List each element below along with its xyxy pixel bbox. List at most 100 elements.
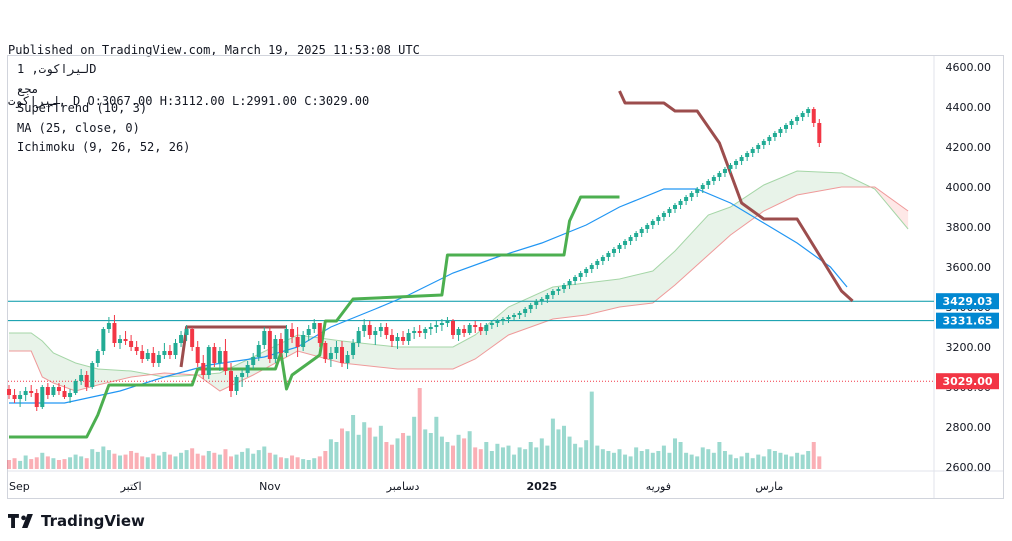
candle-body [156, 355, 161, 363]
candle-body [767, 137, 772, 141]
candle-body [539, 299, 544, 301]
candle-body [173, 343, 178, 355]
volume-bar [240, 451, 245, 469]
tradingview-brand[interactable]: TradingView [8, 511, 145, 531]
price-axis: 2600.002800.003000.003200.003400.003600.… [936, 61, 999, 474]
candle-body [73, 381, 78, 393]
volume-bar [645, 449, 650, 469]
time-tick-label: فوريه [646, 480, 671, 493]
volume-bar [462, 438, 467, 469]
candle-body [12, 395, 17, 399]
ma-line [9, 188, 848, 404]
supertrend-up-line [9, 195, 620, 439]
candle-body [351, 343, 356, 355]
candle-body [439, 323, 444, 325]
volume-bar [634, 447, 639, 469]
volume-bar [7, 460, 11, 469]
volume-bar [728, 454, 733, 469]
candle-body [489, 323, 494, 325]
legend-indicator-ma[interactable]: MA (25, close, 0) [17, 120, 140, 135]
time-axis: Sep اكتبر Nov دسامبر 2025 فوريه مارس [9, 480, 783, 493]
volume-bar [589, 391, 594, 469]
volume-bar [151, 453, 156, 469]
candle-body [667, 209, 672, 213]
candle-body [62, 391, 67, 397]
volume-bar [739, 456, 744, 469]
volume-bar [722, 451, 727, 469]
candle-body [123, 339, 128, 341]
legend-indicator-ichimoku[interactable]: Ichimoku (9, 26, 52, 26) [17, 140, 191, 154]
candle-body [661, 213, 666, 217]
volume-bar [351, 415, 356, 469]
candle-body [695, 189, 700, 193]
candle-body [7, 389, 11, 395]
volume-bar [484, 442, 489, 469]
candle-body [389, 335, 394, 341]
volume-bar [195, 453, 200, 469]
price-tick-label: 4200.00 [946, 141, 992, 154]
candle-body [106, 323, 111, 329]
published-line: Published on TradingView.com, March 19, … [8, 43, 420, 57]
candle-body [295, 337, 300, 347]
candle-body [711, 177, 716, 181]
volume-bar [800, 454, 805, 469]
volume-bar [673, 438, 677, 469]
volume-bar [734, 458, 739, 469]
volume-bar [123, 454, 128, 469]
candle-body [212, 347, 217, 363]
candle-body [145, 353, 150, 359]
volume-bar [756, 454, 761, 469]
candle-body [534, 301, 539, 305]
candle-body [745, 153, 750, 157]
candle-body [267, 331, 272, 359]
volume-bar [556, 429, 561, 469]
candle-body [312, 323, 317, 329]
candle-body [434, 325, 439, 327]
candle-body [761, 141, 766, 145]
candle-body [550, 291, 555, 295]
volume-bar [334, 442, 339, 469]
volume-bar [323, 451, 328, 469]
volume-bar [439, 436, 444, 469]
time-tick-label: 2025 [526, 480, 557, 493]
candle-body [68, 393, 73, 397]
candle-body [462, 329, 467, 333]
candle-body [656, 217, 661, 221]
volume-bar [778, 452, 783, 469]
candle-body [467, 325, 472, 333]
candle-body [273, 339, 278, 359]
volume-bar [18, 460, 23, 469]
candle-body [90, 363, 95, 387]
volume-bar [73, 454, 78, 469]
volume-bar [56, 460, 61, 469]
candle-body [500, 319, 505, 321]
volume-bar [678, 442, 683, 469]
volume-bar [428, 433, 433, 469]
legend-indicator-supertrend[interactable]: SuperTrend (10, 3) [17, 101, 148, 115]
volume-bar [434, 416, 439, 469]
candle-body [101, 329, 106, 351]
candle-body [40, 387, 45, 407]
volume-bar [650, 452, 655, 469]
candle-body [506, 317, 511, 319]
volume-bar [467, 431, 472, 469]
volume-bar [451, 445, 455, 469]
candle-body [789, 121, 794, 125]
volume-bar [245, 448, 250, 469]
candle-body [628, 237, 633, 241]
volume-bar [301, 459, 306, 469]
candle-body [51, 387, 56, 395]
candle-body [362, 325, 367, 331]
volume-bar [550, 418, 555, 469]
legend-exchange: مجع [17, 81, 39, 96]
volume-bar [628, 456, 633, 469]
volume-bar [217, 454, 222, 469]
legend-symbol[interactable]: ليراكوت, 1D [17, 62, 97, 76]
volume-bar [112, 453, 117, 469]
ohlc-line: ليراكوت, D O:3067.00 H:3112.00 L:2991.00… [8, 94, 370, 108]
time-tick-label: Nov [259, 480, 281, 493]
volume-bar [578, 447, 583, 469]
candle-body [245, 365, 250, 373]
volume-bar [573, 443, 578, 469]
